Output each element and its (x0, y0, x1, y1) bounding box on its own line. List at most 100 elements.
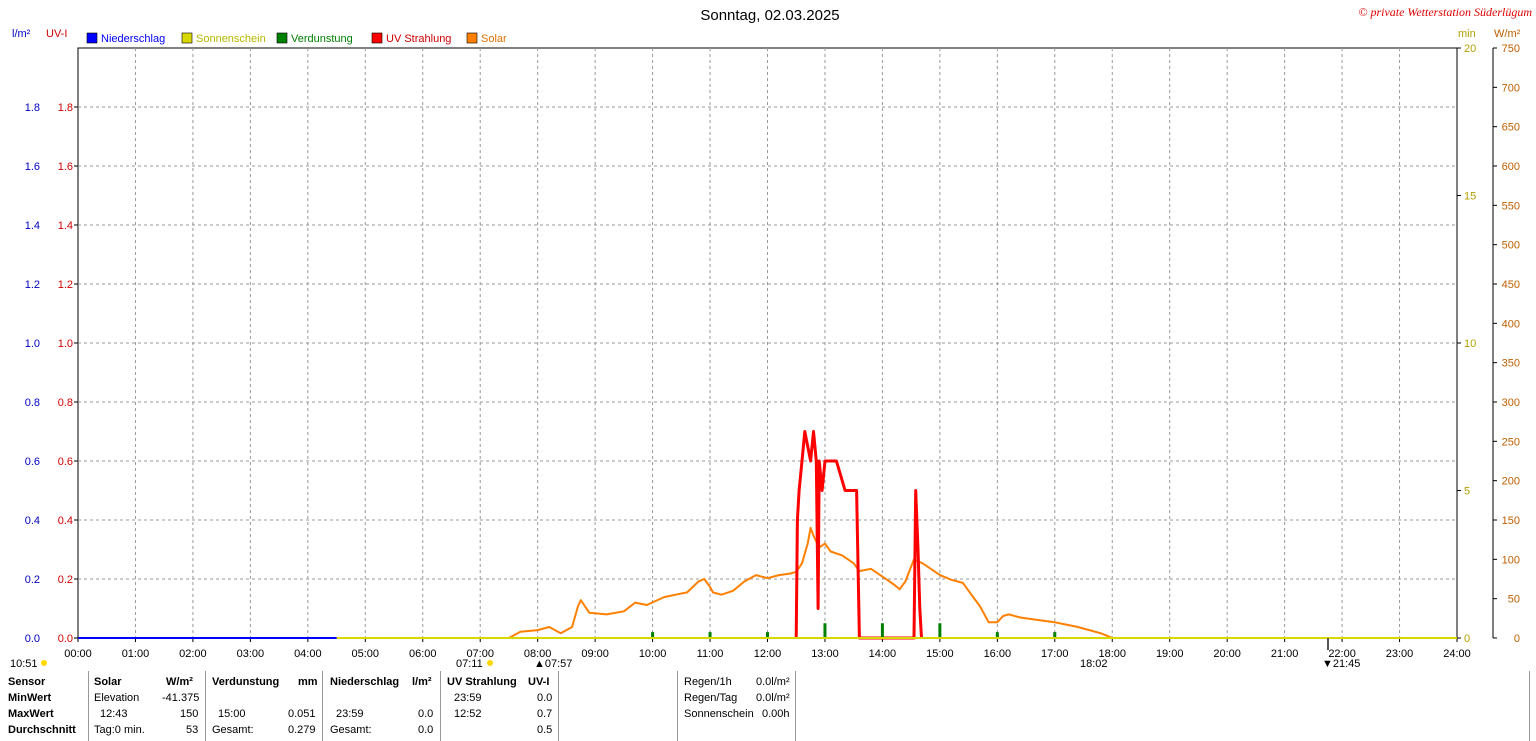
x-tick-label: 09:00 (581, 648, 609, 660)
y-wm2-tick-label: 650 (1502, 122, 1520, 134)
solar-elev-value: -41.375 (162, 692, 200, 704)
x-tick-label: 03:00 (237, 648, 265, 660)
x-tick-label: 21:00 (1271, 648, 1299, 660)
y-left-tick-label-lm2: 1.0 (25, 338, 40, 350)
y-min-tick-label: 0 (1464, 633, 1470, 645)
hdr-uv-unit: UV-I (528, 676, 550, 688)
uv-max-value: 0.7 (537, 708, 553, 720)
nied-max-value: 0.0 (418, 708, 434, 720)
y-left-tick-label-lm2: 0.4 (25, 515, 40, 527)
hdr-verdunstung-unit: mm (298, 676, 318, 688)
left-unit-lm2: l/m² (12, 28, 31, 40)
hdr-uv: UV Strahlung (447, 676, 517, 688)
y-left-tick-label-uvi: 1.2 (58, 279, 73, 291)
x-tick-label: 08:00 (524, 648, 552, 660)
x-tick-label: 16:00 (984, 648, 1012, 660)
x-tick-label: 00:00 (64, 648, 92, 660)
y-left-tick-label-lm2: 1.2 (25, 279, 40, 291)
verdunstung-bar (823, 623, 827, 638)
regen1h-label: Regen/1h (684, 676, 732, 688)
nied-total-value: 0.0 (418, 724, 434, 736)
copyright-text: © private Wetterstation Süderlügum (1358, 5, 1532, 19)
legend-label-3: UV Strahlung (386, 33, 451, 45)
verdunstung-bar (995, 632, 999, 638)
verd-total-label: Gesamt: (212, 724, 254, 736)
hdr-solar: Solar (94, 676, 122, 688)
solar-avg-value: 53 (186, 724, 199, 736)
x-tick-label: 12:00 (754, 648, 782, 660)
legend-label-2: Verdunstung (291, 33, 353, 45)
legend-label-1: Sonnenschein (196, 33, 266, 45)
stats-table: Sensor MinWert MaxWert Durchschnitt Sola… (0, 668, 1536, 741)
verdunstung-bar (880, 623, 884, 638)
hdr-sensor: Sensor (8, 676, 46, 688)
legend-label-0: Niederschlag (101, 33, 165, 45)
y-wm2-tick-label: 600 (1502, 161, 1520, 173)
verdunstung-bar (708, 632, 712, 638)
y-min-tick-label: 5 (1464, 486, 1470, 498)
sonnenschein-value: 0.00h (762, 708, 790, 720)
x-tick-label: 14:00 (869, 648, 897, 660)
x-tick-label: 11:00 (697, 648, 724, 660)
chart-title: Sonntag, 02.03.2025 (700, 7, 839, 24)
right-unit-min: min (1458, 28, 1476, 40)
x-tick-label: 15:00 (926, 648, 954, 660)
sun-icon (41, 660, 47, 666)
uv-min-value: 0.0 (537, 692, 553, 704)
y-left-tick-label-lm2: 0.0 (25, 633, 40, 645)
legend-swatch-4 (466, 32, 478, 44)
y-left-tick-label-uvi: 0.4 (58, 515, 73, 527)
y-wm2-tick-label: 250 (1502, 436, 1520, 448)
y-left-tick-label-uvi: 1.6 (58, 161, 73, 173)
x-tick-label: 10:00 (639, 648, 667, 660)
legend-swatch-3 (371, 32, 383, 44)
x-tick-label: 04:00 (294, 648, 322, 660)
solar-max-value: 150 (180, 708, 199, 720)
x-tick-label: 19:00 (1156, 648, 1184, 660)
uv-min-time: 23:59 (454, 692, 482, 704)
verd-max-time: 15:00 (218, 708, 246, 720)
y-left-tick-label-uvi: 1.4 (58, 220, 73, 232)
y-left-tick-label-uvi: 0.6 (58, 456, 73, 468)
legend-swatch-1 (181, 32, 193, 44)
regentag-label: Regen/Tag (684, 692, 738, 704)
marker-sunrise: 07:11 (456, 658, 483, 668)
solar-avg-label: Tag:0 min. (94, 724, 145, 736)
row-avg: Durchschnitt (8, 724, 76, 736)
row-min: MinWert (8, 692, 52, 704)
marker-sunset: 18:02 (1080, 658, 1108, 668)
row-max: MaxWert (8, 708, 54, 720)
x-tick-label: 24:00 (1443, 648, 1471, 660)
x-tick-label: 06:00 (409, 648, 437, 660)
regen1h-value: 0.0l/m² (756, 676, 790, 688)
y-wm2-tick-label: 550 (1502, 200, 1520, 212)
uv-max-time: 12:52 (454, 708, 482, 720)
y-left-tick-label-uvi: 1.0 (58, 338, 73, 350)
nied-total-label: Gesamt: (330, 724, 372, 736)
y-min-tick-label: 20 (1464, 43, 1476, 55)
x-tick-label: 05:00 (352, 648, 380, 660)
verdunstung-bar (651, 632, 655, 638)
x-tick-label: 18:00 (1098, 648, 1126, 660)
legend-label-4: Solar (481, 33, 507, 45)
nied-max-time: 23:59 (336, 708, 364, 720)
y-wm2-tick-label: 150 (1502, 515, 1520, 527)
y-wm2-tick-label: 750 (1502, 43, 1520, 55)
marker-sunrise2: ▲07:57 (534, 658, 572, 668)
sun-icon (487, 660, 493, 666)
right-unit-wm2: W/m² (1494, 28, 1521, 40)
y-wm2-tick-label: 300 (1502, 397, 1520, 409)
sonnenschein-label: Sonnenschein (684, 708, 754, 720)
y-left-tick-label-lm2: 0.6 (25, 456, 40, 468)
verdunstung-bar (938, 623, 942, 638)
marker-moon: ▼21:45 (1322, 658, 1360, 668)
y-left-tick-label-lm2: 0.2 (25, 574, 40, 586)
uv-avg-value: 0.5 (537, 724, 553, 736)
verd-max-value: 0.051 (288, 708, 316, 720)
y-left-tick-label-uvi: 0.2 (58, 574, 73, 586)
verdunstung-bar (1053, 632, 1057, 638)
legend-swatch-0 (86, 32, 98, 44)
hdr-solar-unit: W/m² (166, 676, 193, 688)
y-wm2-tick-label: 500 (1502, 240, 1520, 252)
verd-total-value: 0.279 (288, 724, 316, 736)
